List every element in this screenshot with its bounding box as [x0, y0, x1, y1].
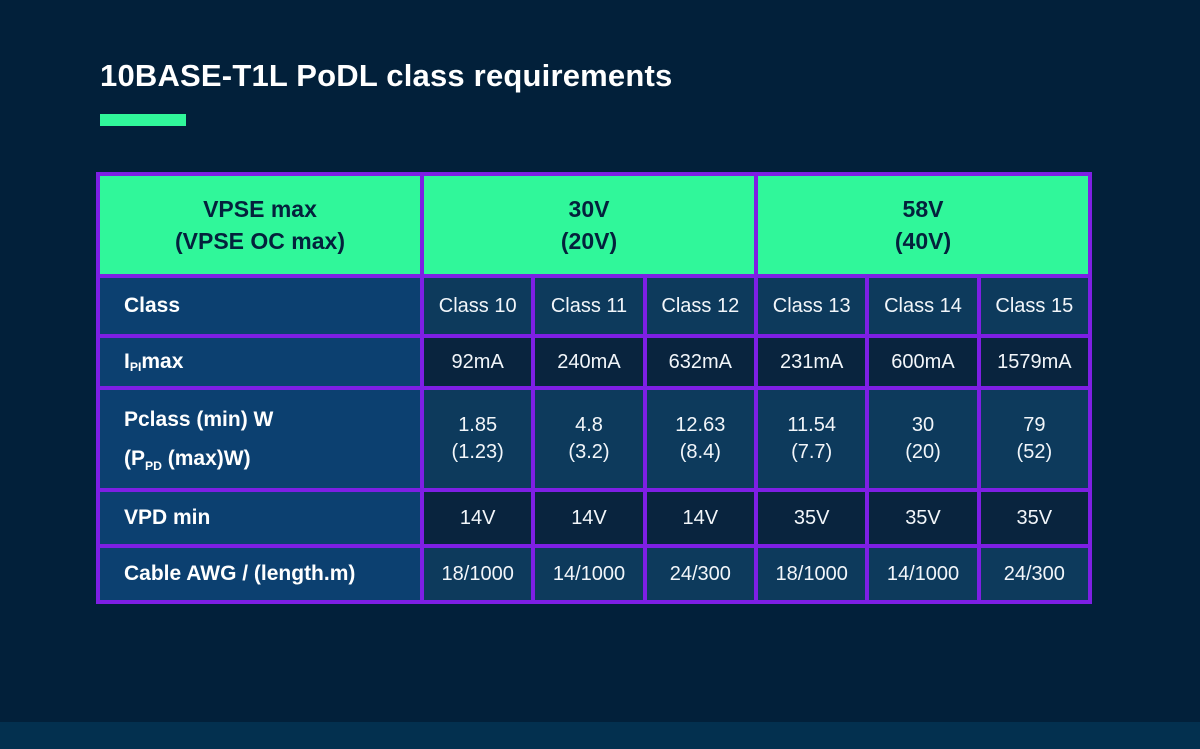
pclass-label-line1: Pclass (min) W [124, 407, 274, 431]
row-label-pclass: Pclass (min) W (PPD (max)W) [100, 390, 420, 488]
ipi-value-col5: 600mA [869, 338, 977, 386]
class-value-col4: Class 13 [758, 278, 866, 334]
pclass-line2-subscript: PD [145, 459, 162, 474]
pclass-value-col4: 11.54 (7.7) [758, 390, 866, 488]
class-value-col2: Class 11 [535, 278, 643, 334]
vpd-value-col5: 35V [869, 492, 977, 544]
pclass-paren-value: (20) [905, 441, 941, 463]
pclass-label-line2: (PPD (max)W) [124, 446, 251, 474]
pclass-main-value: 4.8 [575, 414, 603, 436]
ipi-value-col4: 231mA [758, 338, 866, 386]
pclass-value-col6: 79 (52) [980, 390, 1088, 488]
cable-value-col5: 14/1000 [869, 548, 977, 600]
pclass-main-value: 30 [911, 414, 935, 436]
header-cell-30v-group: 30V (20V) [424, 176, 754, 274]
ipi-label-pre: I [124, 350, 130, 373]
vpd-value-col6: 35V [980, 492, 1088, 544]
pclass-line2-pre: (P [124, 447, 145, 470]
pclass-main-value: 1.85 [458, 414, 498, 436]
class-value-col6: Class 15 [980, 278, 1088, 334]
row-label-ipi-max: I PI max [100, 338, 420, 386]
header-30v-line2: (20V) [560, 228, 618, 254]
pclass-main-value: 11.54 [787, 414, 836, 436]
pclass-paren-value: (7.7) [791, 441, 833, 463]
page-title: 10BASE-T1L PoDL class requirements [100, 58, 673, 93]
pclass-paren-value: (1.23) [451, 441, 504, 463]
header-58v-line2: (40V) [894, 228, 952, 254]
ipi-value-col3: 632mA [646, 338, 754, 386]
pclass-paren-value: (3.2) [568, 441, 610, 463]
header-58v-line1: 58V [902, 195, 944, 222]
class-value-col5: Class 14 [869, 278, 977, 334]
header-30v-line1: 30V [568, 195, 610, 222]
cable-value-col2: 14/1000 [535, 548, 643, 600]
ipi-value-col6: 1579mA [980, 338, 1088, 386]
header-vpse-line1: VPSE max [203, 195, 317, 222]
pclass-paren-value: (8.4) [679, 441, 721, 463]
header-cell-vpse-max: VPSE max (VPSE OC max) [100, 176, 420, 274]
cable-value-col6: 24/300 [980, 548, 1088, 600]
cable-value-col1: 18/1000 [424, 548, 532, 600]
pclass-paren-value: (52) [1016, 441, 1053, 463]
footer-strip [0, 722, 1200, 749]
pclass-value-col1: 1.85 (1.23) [424, 390, 532, 488]
class-value-col1: Class 10 [424, 278, 532, 334]
pclass-line2-post: (max)W) [161, 447, 251, 470]
ipi-value-col2: 240mA [535, 338, 643, 386]
pclass-value-col5: 30 (20) [869, 390, 977, 488]
title-accent-bar [100, 114, 186, 126]
vpd-value-col1: 14V [424, 492, 532, 544]
pclass-main-value: 79 [1023, 414, 1046, 436]
pclass-value-col2: 4.8 (3.2) [535, 390, 643, 488]
vpd-value-col3: 14V [646, 492, 754, 544]
vpd-value-col4: 35V [758, 492, 866, 544]
ipi-label-post: max [141, 350, 184, 373]
ipi-value-col1: 92mA [424, 338, 532, 386]
row-label-vpd-min: VPD min [100, 492, 420, 544]
pclass-main-value: 12.63 [675, 414, 726, 436]
podl-requirements-table: VPSE max (VPSE OC max) 30V (20V) 58V (40… [96, 172, 1092, 604]
row-label-class: Class [100, 278, 420, 334]
header-vpse-line2: (VPSE OC max) [175, 228, 345, 254]
header-cell-58v-group: 58V (40V) [758, 176, 1088, 274]
cable-value-col3: 24/300 [646, 548, 754, 600]
cable-value-col4: 18/1000 [758, 548, 866, 600]
pclass-value-col3: 12.63 (8.4) [646, 390, 754, 488]
row-label-cable-awg: Cable AWG / (length.m) [100, 548, 420, 600]
vpd-value-col2: 14V [535, 492, 643, 544]
class-value-col3: Class 12 [646, 278, 754, 334]
